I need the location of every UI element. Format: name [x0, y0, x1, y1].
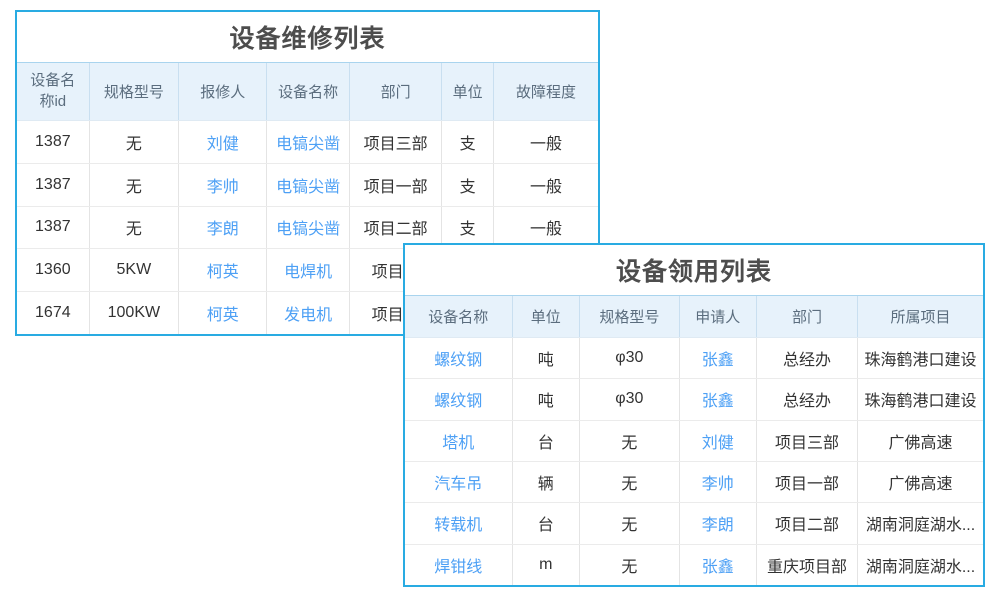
repair-header-spec: 规格型号 — [90, 63, 180, 120]
cell-project: 湖南洞庭湖水... — [865, 517, 976, 535]
requisition-header-spec: 规格型号 — [580, 296, 680, 337]
cell-department: 总经办 — [757, 379, 859, 420]
repair-table-title: 设备维修列表 — [17, 12, 598, 63]
cell-device-name-link[interactable]: 汽车吊 — [405, 461, 513, 503]
requisition-header-unit: 单位 — [513, 296, 581, 337]
cell-reporter-link[interactable]: 柯英 — [179, 249, 268, 292]
repair-table-card: 设备维修列表 设备名称id 规格型号 报修人 设备名称 部门 单位 故障程度 1… — [15, 10, 600, 336]
cell-device-name-link[interactable]: 电焊机 — [267, 249, 350, 292]
table-row: 转载机 台 无 李朗 项目二部 湖南洞庭湖水... — [405, 502, 983, 544]
cell-spec: 无 — [580, 544, 680, 585]
cell-unit: 辆 — [513, 461, 581, 503]
cell-device-id: 1387 — [17, 121, 90, 163]
cell-severity: 一般 — [529, 221, 562, 239]
cell-reporter-link[interactable]: 柯英 — [179, 292, 268, 334]
cell-department: 项目一部 — [350, 163, 443, 206]
repair-header-device-id: 设备名称id — [17, 63, 90, 120]
cell-applicant-link[interactable]: 张鑫 — [680, 338, 757, 379]
cell-department: 项目三部 — [757, 420, 859, 461]
cell-project: 珠海鹤港口建设 — [864, 352, 977, 370]
cell-project: 广佛高速 — [888, 434, 953, 452]
cell-reporter-link[interactable]: 刘健 — [179, 121, 268, 163]
cell-device-name-link[interactable]: 发电机 — [267, 292, 350, 334]
repair-header-device-name: 设备名称 — [267, 63, 350, 120]
cell-applicant-link[interactable]: 刘健 — [680, 420, 757, 461]
cell-unit: 吨 — [513, 338, 581, 379]
requisition-table-body: 螺纹钢 吨 φ30 张鑫 总经办 珠海鹤港口建设 螺纹钢 吨 φ30 张鑫 总经… — [405, 338, 983, 585]
cell-department: 项目二部 — [757, 503, 859, 544]
cell-device-name-link[interactable]: 电镐尖凿 — [267, 163, 350, 206]
table-row: 汽车吊 辆 无 李帅 项目一部 广佛高速 — [405, 460, 983, 503]
cell-spec: 无 — [90, 121, 180, 163]
cell-applicant-link[interactable]: 李帅 — [680, 461, 757, 503]
table-row: 螺纹钢 吨 φ30 张鑫 总经办 珠海鹤港口建设 — [405, 338, 983, 379]
cell-department: 重庆项目部 — [757, 544, 859, 585]
repair-header-severity: 故障程度 — [515, 84, 576, 101]
cell-device-name-link[interactable]: 电镐尖凿 — [267, 121, 350, 163]
cell-unit: 支 — [442, 206, 494, 249]
cell-department: 总经办 — [757, 338, 859, 379]
table-row: 焊钳线 m 无 张鑫 重庆项目部 湖南洞庭湖水... — [405, 543, 983, 585]
requisition-table-title: 设备领用列表 — [405, 245, 983, 296]
cell-applicant-link[interactable]: 张鑫 — [680, 379, 757, 420]
repair-header-department: 部门 — [350, 63, 443, 120]
cell-unit: 台 — [513, 420, 581, 461]
cell-spec: φ30 — [580, 379, 680, 420]
table-row: 1387 无 李朗 电镐尖凿 项目二部 支 一般 — [17, 205, 598, 249]
cell-spec: 无 — [90, 163, 180, 206]
cell-device-name-link[interactable]: 塔机 — [405, 420, 513, 461]
requisition-table-header-row: 设备名称 单位 规格型号 申请人 部门 所属项目 — [405, 296, 983, 338]
cell-department: 项目三部 — [350, 121, 443, 163]
cell-spec: 5KW — [90, 249, 180, 292]
repair-header-unit: 单位 — [442, 63, 494, 120]
table-row: 螺纹钢 吨 φ30 张鑫 总经办 珠海鹤港口建设 — [405, 378, 983, 420]
cell-spec: φ30 — [580, 338, 680, 379]
cell-applicant-link[interactable]: 张鑫 — [680, 544, 757, 585]
repair-table-header-row: 设备名称id 规格型号 报修人 设备名称 部门 单位 故障程度 — [17, 63, 598, 121]
cell-device-name-link[interactable]: 电镐尖凿 — [267, 206, 350, 249]
cell-project: 湖南洞庭湖水... — [865, 558, 976, 576]
cell-device-name-link[interactable]: 螺纹钢 — [405, 379, 513, 420]
cell-spec: 100KW — [90, 292, 180, 334]
cell-spec: 无 — [580, 420, 680, 461]
cell-applicant-link[interactable]: 李朗 — [680, 503, 757, 544]
cell-device-id: 1674 — [17, 292, 90, 334]
cell-device-id: 1360 — [17, 249, 90, 292]
cell-spec: 无 — [90, 206, 180, 249]
requisition-header-department: 部门 — [757, 296, 859, 337]
table-row: 1387 无 刘健 电镐尖凿 项目三部 支 一般 — [17, 121, 598, 163]
repair-header-reporter: 报修人 — [179, 63, 268, 120]
cell-severity: 一般 — [529, 135, 562, 153]
requisition-header-project: 所属项目 — [890, 309, 951, 326]
requisition-header-device-name: 设备名称 — [405, 296, 513, 337]
cell-project: 广佛高速 — [888, 476, 953, 494]
cell-unit: 支 — [442, 121, 494, 163]
requisition-table-card: 设备领用列表 设备名称 单位 规格型号 申请人 部门 所属项目 螺纹钢 吨 φ3… — [403, 243, 985, 587]
cell-device-name-link[interactable]: 转载机 — [405, 503, 513, 544]
table-row: 塔机 台 无 刘健 项目三部 广佛高速 — [405, 419, 983, 461]
cell-unit: 吨 — [513, 379, 581, 420]
table-row: 1387 无 李帅 电镐尖凿 项目一部 支 一般 — [17, 162, 598, 206]
cell-device-name-link[interactable]: 螺纹钢 — [405, 338, 513, 379]
cell-severity: 一般 — [529, 178, 562, 196]
cell-device-id: 1387 — [17, 163, 90, 206]
cell-unit: 台 — [513, 503, 581, 544]
cell-department: 项目二部 — [350, 206, 443, 249]
cell-reporter-link[interactable]: 李帅 — [179, 163, 268, 206]
requisition-header-applicant: 申请人 — [680, 296, 757, 337]
cell-project: 珠海鹤港口建设 — [864, 393, 977, 411]
cell-unit: 支 — [442, 163, 494, 206]
cell-department: 项目一部 — [757, 461, 859, 503]
cell-reporter-link[interactable]: 李朗 — [179, 206, 268, 249]
cell-device-name-link[interactable]: 焊钳线 — [405, 544, 513, 585]
cell-device-id: 1387 — [17, 206, 90, 249]
cell-unit: m — [513, 544, 581, 585]
cell-spec: 无 — [580, 503, 680, 544]
cell-spec: 无 — [580, 461, 680, 503]
